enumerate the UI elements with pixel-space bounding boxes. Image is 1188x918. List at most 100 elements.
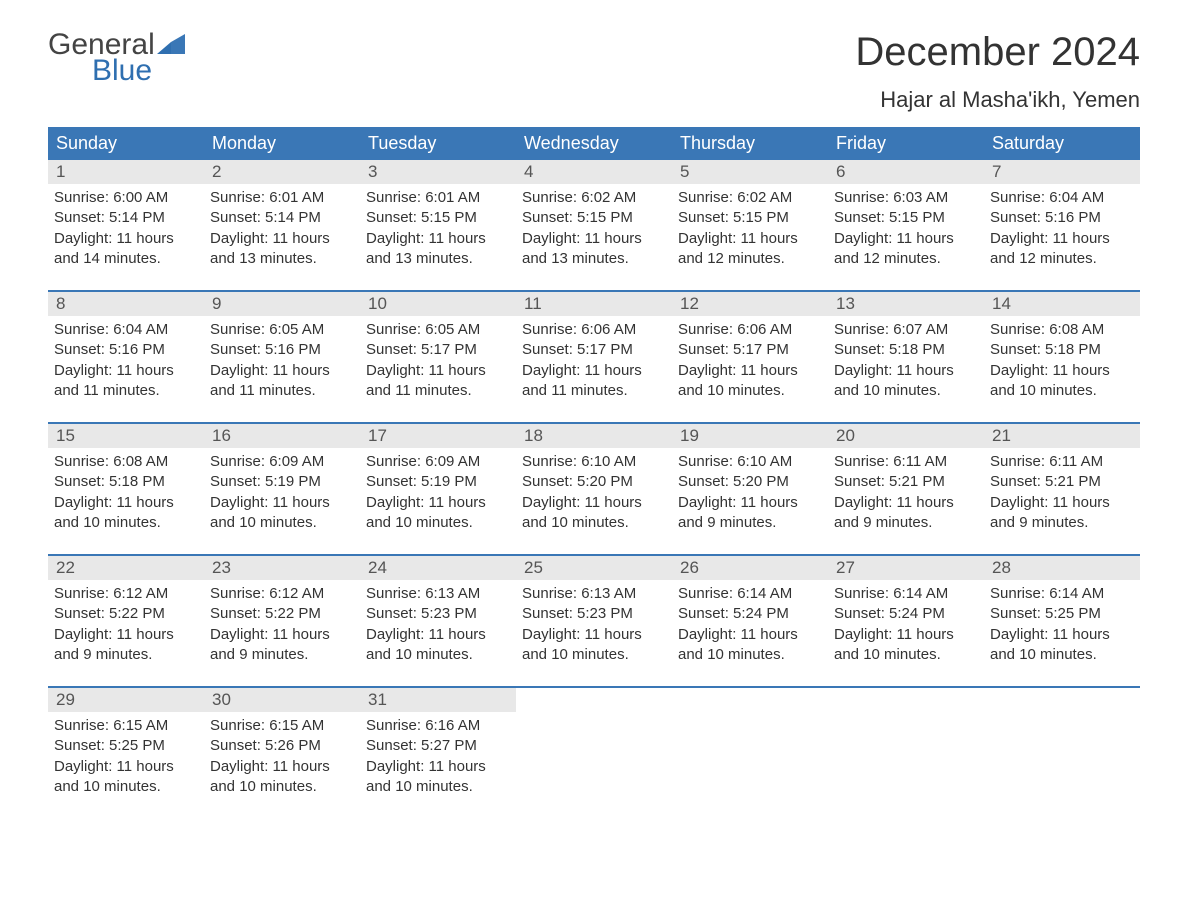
logo-word-blue: Blue [92, 56, 185, 86]
sunrise-text: Sunrise: 6:06 AM [522, 320, 666, 340]
sunrise-text: Sunrise: 6:06 AM [678, 320, 822, 340]
daylight-line1: Daylight: 11 hours [834, 493, 978, 513]
day-content: Sunrise: 6:15 AMSunset: 5:26 PMDaylight:… [210, 716, 354, 797]
day-number: 5 [672, 160, 828, 184]
sunrise-text: Sunrise: 6:15 AM [210, 716, 354, 736]
daylight-line2: and 13 minutes. [210, 249, 354, 269]
daylight-line2: and 10 minutes. [210, 777, 354, 797]
day-content: Sunrise: 6:00 AMSunset: 5:14 PMDaylight:… [54, 188, 198, 269]
day-content: Sunrise: 6:01 AMSunset: 5:14 PMDaylight:… [210, 188, 354, 269]
sunset-text: Sunset: 5:14 PM [54, 208, 198, 228]
daylight-line2: and 10 minutes. [834, 645, 978, 665]
daylight-line1: Daylight: 11 hours [678, 361, 822, 381]
sunrise-text: Sunrise: 6:10 AM [678, 452, 822, 472]
day-content: Sunrise: 6:14 AMSunset: 5:24 PMDaylight:… [678, 584, 822, 665]
title-block: December 2024 Hajar al Masha'ikh, Yemen [855, 30, 1140, 113]
day-content: Sunrise: 6:16 AMSunset: 5:27 PMDaylight:… [366, 716, 510, 797]
daylight-line2: and 11 minutes. [366, 381, 510, 401]
daylight-line1: Daylight: 11 hours [366, 757, 510, 777]
day-number: 17 [360, 424, 516, 448]
day-content: Sunrise: 6:08 AMSunset: 5:18 PMDaylight:… [990, 320, 1134, 401]
daylight-line2: and 10 minutes. [210, 513, 354, 533]
daylight-line2: and 10 minutes. [366, 645, 510, 665]
day-content: Sunrise: 6:12 AMSunset: 5:22 PMDaylight:… [210, 584, 354, 665]
day-number: 19 [672, 424, 828, 448]
day-header: Thursday [672, 127, 828, 160]
sunrise-text: Sunrise: 6:12 AM [54, 584, 198, 604]
day-content: Sunrise: 6:14 AMSunset: 5:24 PMDaylight:… [834, 584, 978, 665]
day-content: Sunrise: 6:08 AMSunset: 5:18 PMDaylight:… [54, 452, 198, 533]
day-cell: 14 Sunrise: 6:08 AMSunset: 5:18 PMDayligh… [984, 292, 1140, 422]
daylight-line2: and 10 minutes. [54, 513, 198, 533]
daylight-line1: Daylight: 11 hours [990, 625, 1134, 645]
day-cell: 31Sunrise: 6:16 AMSunset: 5:27 PMDayligh… [360, 688, 516, 818]
daylight-line1: Daylight: 11 hours [522, 625, 666, 645]
daylight-line2: and 14 minutes. [54, 249, 198, 269]
day-number: 16 [204, 424, 360, 448]
day-header: Sunday [48, 127, 204, 160]
sunset-text: Sunset: 5:24 PM [678, 604, 822, 624]
day-number: 29 [48, 688, 204, 712]
day-content: Sunrise: 6:04 AMSunset: 5:16 PMDaylight:… [990, 188, 1134, 269]
daylight-line2: and 12 minutes. [834, 249, 978, 269]
day-number: 7 [984, 160, 1140, 184]
day-cell: 10Sunrise: 6:05 AMSunset: 5:17 PMDayligh… [360, 292, 516, 422]
sunrise-text: Sunrise: 6:12 AM [210, 584, 354, 604]
day-number: 15 [48, 424, 204, 448]
day-content: Sunrise: 6:10 AMSunset: 5:20 PMDaylight:… [678, 452, 822, 533]
daylight-line1: Daylight: 11 hours [522, 229, 666, 249]
sunrise-text: Sunrise: 6:05 AM [366, 320, 510, 340]
day-header: Saturday [984, 127, 1140, 160]
day-cell [984, 688, 1140, 818]
calendar: SundayMondayTuesdayWednesdayThursdayFrid… [48, 127, 1140, 818]
day-number: 14 [984, 292, 1140, 316]
week-row: 1Sunrise: 6:00 AMSunset: 5:14 PMDaylight… [48, 160, 1140, 290]
sunset-text: Sunset: 5:19 PM [366, 472, 510, 492]
day-cell: 7 Sunrise: 6:04 AMSunset: 5:16 PMDaylight… [984, 160, 1140, 290]
sunrise-text: Sunrise: 6:15 AM [54, 716, 198, 736]
sunset-text: Sunset: 5:15 PM [678, 208, 822, 228]
daylight-line1: Daylight: 11 hours [54, 229, 198, 249]
sunset-text: Sunset: 5:17 PM [522, 340, 666, 360]
day-cell [516, 688, 672, 818]
daylight-line2: and 10 minutes. [522, 645, 666, 665]
sunrise-text: Sunrise: 6:05 AM [210, 320, 354, 340]
daylight-line2: and 10 minutes. [678, 381, 822, 401]
sunset-text: Sunset: 5:25 PM [54, 736, 198, 756]
sunrise-text: Sunrise: 6:01 AM [210, 188, 354, 208]
daylight-line1: Daylight: 11 hours [366, 361, 510, 381]
sunrise-text: Sunrise: 6:02 AM [678, 188, 822, 208]
day-cell [828, 688, 984, 818]
day-content: Sunrise: 6:13 AMSunset: 5:23 PMDaylight:… [522, 584, 666, 665]
sunset-text: Sunset: 5:21 PM [990, 472, 1134, 492]
sunset-text: Sunset: 5:18 PM [990, 340, 1134, 360]
day-number: 23 [204, 556, 360, 580]
daylight-line2: and 11 minutes. [210, 381, 354, 401]
sunrise-text: Sunrise: 6:03 AM [834, 188, 978, 208]
day-content: Sunrise: 6:11 AMSunset: 5:21 PMDaylight:… [834, 452, 978, 533]
day-cell: 27Sunrise: 6:14 AMSunset: 5:24 PMDayligh… [828, 556, 984, 686]
daylight-line1: Daylight: 11 hours [678, 229, 822, 249]
day-number: 9 [204, 292, 360, 316]
day-cell: 6Sunrise: 6:03 AMSunset: 5:15 PMDaylight… [828, 160, 984, 290]
daylight-line2: and 12 minutes. [990, 249, 1134, 269]
day-cell: 15 Sunrise: 6:08 AMSunset: 5:18 PMDayligh… [48, 424, 204, 554]
sunset-text: Sunset: 5:20 PM [522, 472, 666, 492]
day-cell: 13Sunrise: 6:07 AMSunset: 5:18 PMDayligh… [828, 292, 984, 422]
daylight-line1: Daylight: 11 hours [834, 625, 978, 645]
sunrise-text: Sunrise: 6:09 AM [210, 452, 354, 472]
day-number: 26 [672, 556, 828, 580]
sunset-text: Sunset: 5:17 PM [366, 340, 510, 360]
week-row: 29Sunrise: 6:15 AMSunset: 5:25 PMDayligh… [48, 686, 1140, 818]
daylight-line2: and 10 minutes. [834, 381, 978, 401]
sunset-text: Sunset: 5:25 PM [990, 604, 1134, 624]
sunset-text: Sunset: 5:23 PM [366, 604, 510, 624]
sunset-text: Sunset: 5:20 PM [678, 472, 822, 492]
daylight-line1: Daylight: 11 hours [210, 361, 354, 381]
day-cell: 22Sunrise: 6:12 AMSunset: 5:22 PMDayligh… [48, 556, 204, 686]
sunrise-text: Sunrise: 6:14 AM [834, 584, 978, 604]
sunset-text: Sunset: 5:18 PM [834, 340, 978, 360]
day-number: 21 [984, 424, 1140, 448]
day-number: 11 [516, 292, 672, 316]
sunrise-text: Sunrise: 6:04 AM [54, 320, 198, 340]
